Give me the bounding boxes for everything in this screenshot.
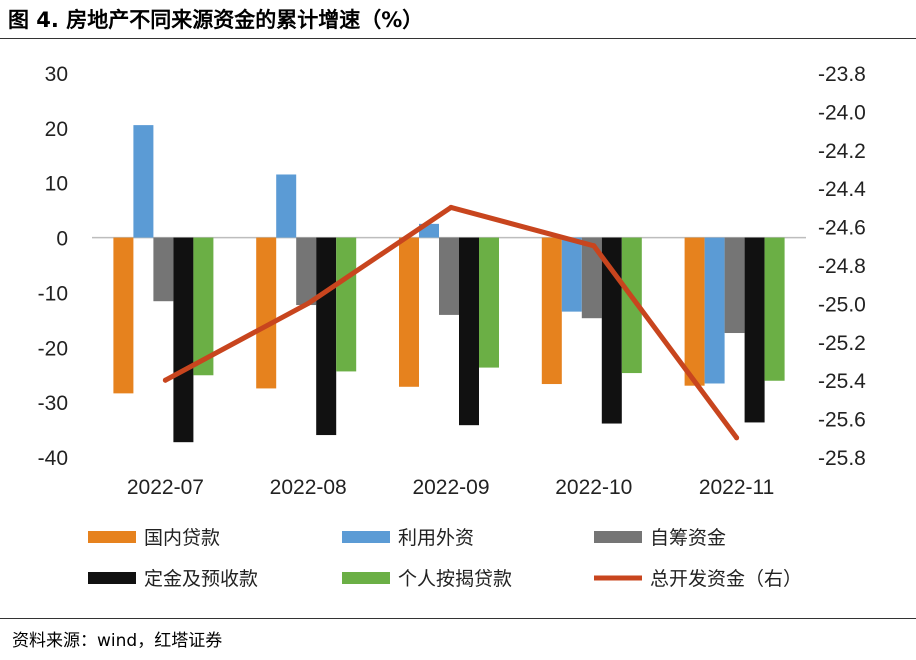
- legend-swatch: [88, 572, 136, 584]
- legend-label: 利用外资: [398, 527, 474, 549]
- chart-title: 图 4. 房地产不同来源资金的累计增速（%）: [8, 8, 424, 32]
- bar: [193, 237, 214, 376]
- x-tick-label: 2022-11: [699, 476, 775, 499]
- x-tick-label: 2022-10: [555, 476, 632, 499]
- legend-label: 总开发资金（右）: [650, 568, 802, 590]
- bar: [133, 125, 154, 238]
- legend-swatch: [342, 572, 390, 584]
- legend-label: 自筹资金: [650, 527, 726, 549]
- y-right-tick-label: -24.8: [818, 255, 866, 278]
- line-point: [162, 377, 168, 383]
- title-divider: [0, 38, 916, 39]
- y-right-tick-label: -25.6: [818, 409, 866, 432]
- bar: [684, 237, 705, 386]
- legend-label: 定金及预收款: [144, 568, 258, 590]
- y-right-tick-label: -24.2: [818, 140, 866, 163]
- bar: [601, 237, 622, 424]
- x-tick-label: 2022-09: [412, 476, 489, 499]
- y-left-tick-label: -30: [38, 392, 68, 415]
- bar: [439, 237, 459, 315]
- bar: [399, 237, 419, 387]
- bar-series: [113, 125, 785, 443]
- y-left-tick-label: -20: [38, 337, 68, 360]
- line-point: [591, 243, 597, 249]
- legend-swatch: [342, 531, 390, 543]
- bar: [744, 237, 765, 423]
- line-point: [734, 435, 740, 441]
- x-tick-label: 2022-08: [270, 476, 347, 499]
- y-left-tick-label: 0: [56, 228, 68, 251]
- bar: [113, 237, 134, 394]
- y-right-tick-label: -24.6: [818, 217, 866, 240]
- y-right-tick-label: -24.4: [818, 178, 866, 201]
- legend-swatch: [88, 531, 136, 543]
- bar: [296, 237, 317, 306]
- legend-label: 国内贷款: [144, 527, 220, 549]
- legend-swatch: [594, 531, 642, 543]
- x-tick-label: 2022-07: [127, 476, 204, 499]
- y-axis-right: -23.8 -24.0 -24.2 -24.4 -24.6 -24.8 -25.0 -25.2…: [818, 63, 866, 470]
- line-series: [162, 204, 740, 441]
- bar: [764, 237, 785, 381]
- source-divider: [0, 618, 916, 619]
- y-axis-left: 30 20 10 0 -10 -20 -30 -40: [38, 63, 68, 470]
- bar: [561, 237, 582, 312]
- bar: [276, 174, 297, 238]
- y-right-tick-label: -25.0: [818, 293, 866, 316]
- y-left-tick-label: 20: [45, 118, 68, 141]
- legend-label: 个人按揭贷款: [398, 568, 512, 590]
- bar: [173, 237, 194, 443]
- y-right-tick-label: -25.8: [818, 447, 866, 470]
- bar: [336, 237, 357, 372]
- y-left-tick-label: -10: [38, 282, 68, 305]
- y-left-tick-label: 30: [45, 63, 68, 86]
- x-axis: 2022-07 2022-08 2022-09 2022-10 2022-11: [127, 476, 774, 499]
- bar: [621, 237, 642, 374]
- bar: [153, 237, 174, 302]
- line-point: [448, 204, 454, 210]
- bar: [724, 237, 745, 334]
- bar: [541, 237, 562, 385]
- line-point: [305, 300, 311, 306]
- bar: [479, 237, 499, 368]
- bar: [581, 237, 602, 319]
- bar: [256, 237, 277, 389]
- y-right-tick-label: -23.8: [818, 63, 866, 86]
- y-left-tick-label: -40: [38, 447, 68, 470]
- source-note: 资料来源：wind，红塔证券: [12, 631, 223, 651]
- y-right-tick-label: -25.4: [818, 370, 866, 393]
- bar: [316, 237, 337, 436]
- y-right-tick-label: -24.0: [818, 101, 866, 124]
- y-left-tick-label: 10: [45, 173, 68, 196]
- bar: [459, 237, 479, 426]
- chart-canvas: 30 20 10 0 -10 -20 -30 -40 -23.8 -24.0 -24.2 -24.4…: [38, 63, 867, 590]
- y-right-tick-label: -25.2: [818, 332, 866, 355]
- bar: [704, 237, 725, 384]
